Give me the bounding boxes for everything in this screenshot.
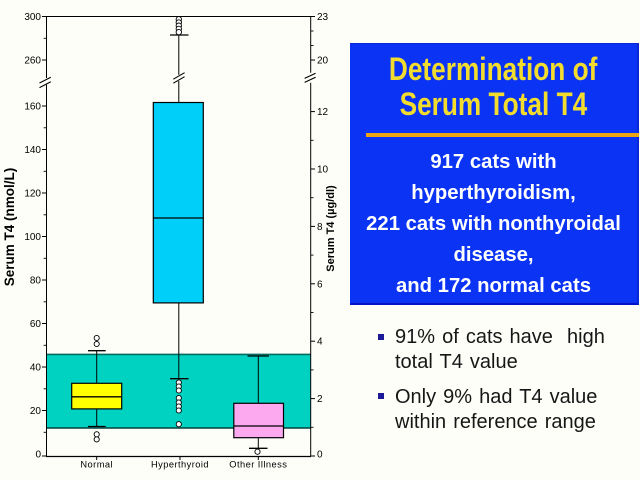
svg-text:20: 20 — [30, 406, 42, 417]
svg-text:Hyperthyroid: Hyperthyroid — [151, 460, 209, 470]
svg-text:300: 300 — [24, 12, 41, 23]
svg-text:4: 4 — [317, 337, 323, 348]
svg-text:100: 100 — [24, 232, 41, 243]
svg-text:12: 12 — [317, 107, 329, 118]
svg-text:20: 20 — [317, 56, 329, 67]
svg-text:23: 23 — [317, 12, 329, 23]
svg-text:Serum T4 (µg/dl): Serum T4 (µg/dl) — [325, 185, 337, 272]
svg-text:160: 160 — [24, 102, 41, 113]
svg-text:8: 8 — [317, 222, 323, 233]
svg-text:Other Illness: Other Illness — [229, 460, 287, 470]
svg-text:10: 10 — [317, 165, 329, 176]
svg-text:0: 0 — [317, 450, 323, 461]
svg-text:Serum T4 (nmol/L): Serum T4 (nmol/L) — [2, 168, 17, 287]
svg-text:120: 120 — [24, 189, 41, 200]
svg-text:80: 80 — [30, 276, 42, 287]
svg-text:260: 260 — [24, 56, 41, 67]
svg-text:2: 2 — [317, 394, 323, 405]
svg-text:40: 40 — [30, 363, 42, 374]
svg-text:60: 60 — [30, 319, 42, 330]
svg-text:Normal: Normal — [80, 460, 113, 470]
svg-text:0: 0 — [35, 450, 41, 461]
svg-text:6: 6 — [317, 279, 323, 290]
svg-text:140: 140 — [24, 145, 41, 156]
